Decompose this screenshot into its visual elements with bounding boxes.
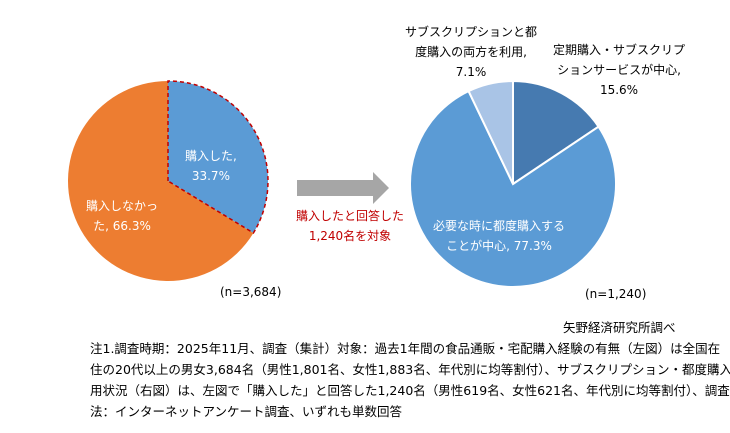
- source: 矢野経済研究所調べ: [563, 320, 676, 335]
- pie-slice: [167, 80, 269, 235]
- label-line: 購入した,: [185, 149, 237, 163]
- label-line: 度購入の両方を利用,: [415, 45, 527, 59]
- label-line: た, 66.3%: [93, 219, 151, 233]
- label-bought: 購入した, 33.7%: [185, 146, 237, 186]
- note-line: 注1.調査時期：2025年11月、調査（集計）対象：過去1年間の食品通販・宅配購…: [90, 341, 721, 356]
- label-line: 定期購入・サブスクリプ: [553, 43, 686, 57]
- arrow: [297, 172, 389, 204]
- pie-slice: [67, 81, 254, 281]
- caption-line: 購入したと回答した: [296, 209, 405, 223]
- label-not-bought: 購入しなかっ た, 66.3%: [86, 196, 158, 236]
- label-line: サブスクリプションと都: [405, 25, 538, 39]
- note-line: 住の20代以上の男女3,684名（男性1,801名、女性1,883名、年代別に均…: [90, 362, 730, 377]
- label-line: ことが中心, 77.3%: [446, 239, 552, 253]
- caption-line: 1,240名を対象: [308, 229, 392, 243]
- n-right: (n=1,240): [585, 287, 647, 301]
- n-left: (n=3,684): [220, 285, 282, 299]
- label-each-time: 必要な時に都度購入する ことが中心, 77.3%: [433, 216, 565, 256]
- label-both: サブスクリプションと都 度購入の両方を利用, 7.1%: [405, 22, 537, 82]
- label-line: 7.1%: [455, 65, 487, 79]
- note-line: 法：インターネットアンケート調査、いずれも単数回答: [90, 404, 403, 419]
- pie-slice: [409, 89, 617, 288]
- label-line: 必要な時に都度購入する: [433, 219, 566, 233]
- arrow-caption: 購入したと回答した 1,240名を対象: [296, 206, 404, 246]
- label-subscription: 定期購入・サブスクリプ ションサービスが中心, 15.6%: [553, 40, 685, 100]
- pie-slice: [512, 79, 600, 186]
- pie-slice: [467, 79, 514, 185]
- label-line: 15.6%: [599, 83, 639, 97]
- label-line: ションサービスが中心,: [557, 63, 681, 77]
- label-line: 購入しなかっ: [86, 199, 159, 213]
- note-line: 用状況（右図）は、左図で「購入した」と回答した1,240名（男性619名、女性6…: [90, 383, 730, 398]
- label-line: 33.7%: [191, 169, 230, 183]
